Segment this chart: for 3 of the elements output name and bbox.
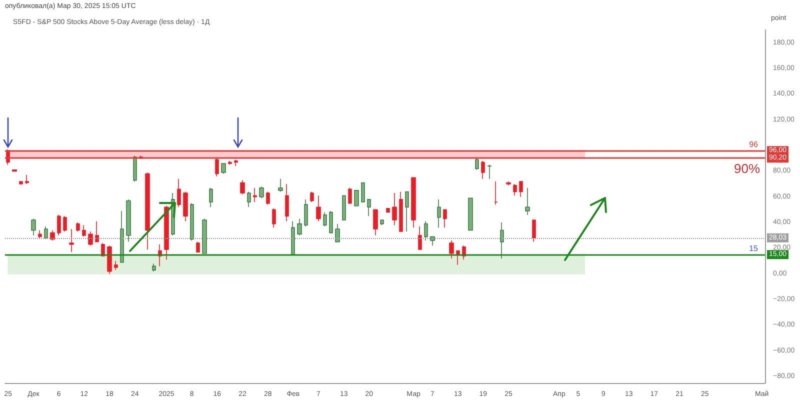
annotation: 15 xyxy=(749,244,759,254)
annotation: 90% xyxy=(734,161,760,176)
annotation: 96 xyxy=(749,140,759,150)
